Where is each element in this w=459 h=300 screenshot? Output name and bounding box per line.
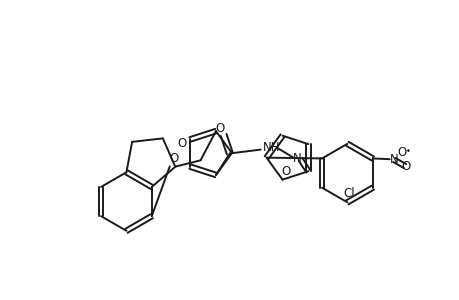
Text: O: O <box>280 165 290 178</box>
Text: O: O <box>400 160 409 172</box>
Text: O: O <box>177 137 187 150</box>
Text: Cl: Cl <box>342 187 354 200</box>
Text: O: O <box>397 146 406 159</box>
Text: N: N <box>292 152 301 165</box>
Text: N: N <box>389 154 398 166</box>
Text: O: O <box>215 122 224 135</box>
Text: •: • <box>405 147 410 156</box>
Text: O: O <box>168 152 178 165</box>
Text: NH: NH <box>262 141 280 154</box>
